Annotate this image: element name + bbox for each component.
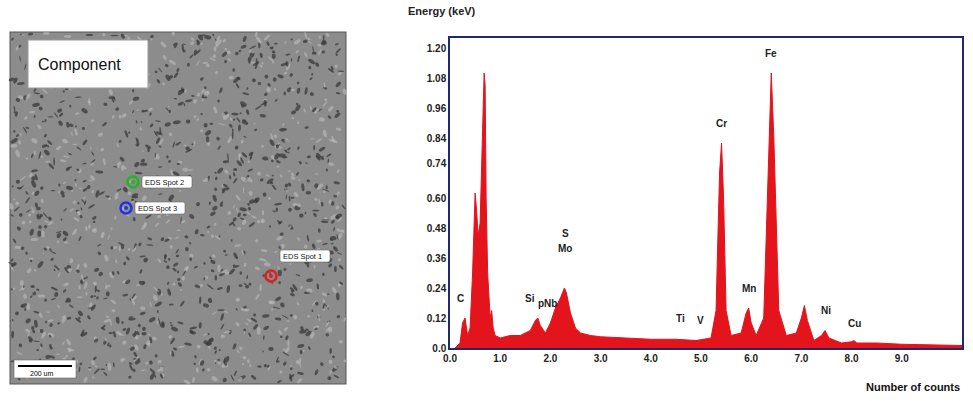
svg-text:S: S (562, 228, 569, 239)
svg-text:C: C (457, 293, 464, 304)
svg-text:EDS Spot 3: EDS Spot 3 (138, 204, 177, 213)
svg-text:0.48: 0.48 (427, 223, 447, 234)
svg-text:Cu: Cu (848, 318, 861, 329)
svg-text:EDS Spot 2: EDS Spot 2 (145, 178, 184, 187)
svg-text:1.08: 1.08 (427, 73, 447, 84)
svg-text:1.20: 1.20 (427, 43, 447, 54)
svg-text:1.0: 1.0 (493, 353, 507, 364)
svg-text:pNb: pNb (538, 298, 557, 309)
svg-text:8.0: 8.0 (845, 353, 859, 364)
svg-text:0.36: 0.36 (427, 253, 447, 264)
svg-text:Mn: Mn (742, 283, 756, 294)
svg-text:0.74: 0.74 (427, 158, 447, 169)
svg-text:0.24: 0.24 (427, 283, 447, 294)
svg-text:0.84: 0.84 (427, 133, 447, 144)
svg-text:Ti: Ti (676, 313, 685, 324)
svg-text:Fe: Fe (765, 48, 777, 59)
svg-text:5.0: 5.0 (694, 353, 708, 364)
svg-text:3.0: 3.0 (594, 353, 608, 364)
svg-text:6.0: 6.0 (744, 353, 758, 364)
svg-text:200 um: 200 um (30, 370, 54, 377)
svg-text:0.96: 0.96 (427, 103, 447, 114)
svg-text:EDS Spot 1: EDS Spot 1 (283, 252, 322, 261)
svg-text:2.0: 2.0 (543, 353, 557, 364)
svg-text:0.60: 0.60 (427, 193, 447, 204)
svg-text:Component: Component (38, 56, 121, 73)
svg-text:0.12: 0.12 (427, 313, 447, 324)
svg-text:9.0: 9.0 (895, 353, 909, 364)
svg-text:4.0: 4.0 (644, 353, 658, 364)
svg-text:0.0: 0.0 (443, 353, 457, 364)
svg-text:0.0: 0.0 (432, 343, 446, 354)
svg-text:Number of counts: Number of counts (866, 381, 960, 393)
svg-text:Mo: Mo (558, 243, 572, 254)
svg-text:Cr: Cr (716, 118, 727, 129)
svg-text:Energy (keV): Energy (keV) (408, 5, 476, 17)
svg-text:V: V (697, 315, 704, 326)
svg-text:7.0: 7.0 (794, 353, 808, 364)
svg-text:Si: Si (525, 293, 535, 304)
svg-text:Ni: Ni (821, 305, 831, 316)
